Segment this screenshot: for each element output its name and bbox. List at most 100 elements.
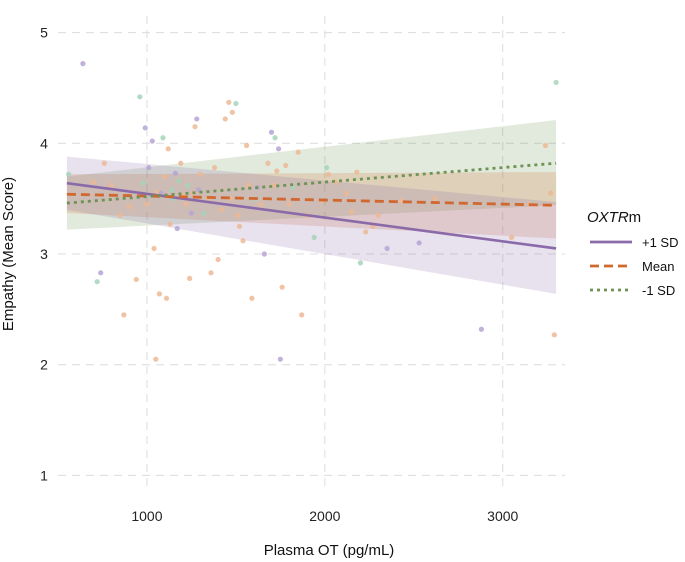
data-point-76 bbox=[299, 312, 305, 318]
data-point-40 bbox=[194, 116, 200, 122]
data-point-48 bbox=[219, 207, 225, 213]
data-point-62 bbox=[258, 201, 264, 207]
data-point-84 bbox=[348, 209, 355, 215]
data-point-97 bbox=[548, 190, 554, 196]
data-point-93 bbox=[432, 196, 438, 202]
data-point-49 bbox=[222, 116, 228, 122]
y-tick-label-1: 2 bbox=[40, 357, 48, 373]
data-point-89 bbox=[375, 212, 381, 218]
data-point-29 bbox=[172, 170, 179, 176]
data-point-8 bbox=[121, 312, 127, 318]
data-point-92 bbox=[416, 240, 422, 246]
y-tick-label-2: 3 bbox=[40, 246, 48, 262]
data-point-23 bbox=[162, 173, 168, 180]
legend-items: +1 SD Mean -1 SD bbox=[590, 235, 679, 298]
y-axis-title: Empathy (Mean Score) bbox=[0, 177, 17, 331]
y-tick-label-3: 4 bbox=[40, 135, 48, 151]
data-point-65 bbox=[268, 129, 275, 135]
data-point-45 bbox=[208, 270, 214, 276]
legend: OXTRm +1 SD Mean -1 SD bbox=[587, 209, 679, 298]
data-point-90 bbox=[384, 245, 390, 252]
data-point-53 bbox=[233, 100, 239, 107]
data-point-56 bbox=[240, 238, 246, 244]
legend-label-mean: Mean bbox=[642, 259, 675, 274]
data-point-5 bbox=[101, 160, 107, 166]
y-tick-label-4: 5 bbox=[40, 25, 48, 41]
data-point-80 bbox=[324, 165, 330, 171]
data-point-94 bbox=[478, 326, 484, 332]
legend-title: OXTRm bbox=[587, 209, 641, 226]
data-point-78 bbox=[311, 234, 317, 240]
data-point-70 bbox=[277, 356, 283, 362]
data-point-75 bbox=[295, 149, 301, 155]
data-point-25 bbox=[165, 146, 171, 152]
grid-lines bbox=[58, 16, 565, 492]
data-point-18 bbox=[153, 356, 159, 362]
data-point-50 bbox=[226, 99, 232, 105]
data-point-68 bbox=[274, 168, 280, 174]
data-point-95 bbox=[509, 234, 515, 240]
x-axis-title: Plasma OT (pg/mL) bbox=[264, 542, 395, 559]
data-point-11 bbox=[137, 94, 143, 100]
data-point-10 bbox=[133, 276, 139, 283]
data-point-26 bbox=[167, 221, 173, 227]
x-axis-ticks: 1000 2000 3000 bbox=[131, 508, 518, 524]
data-point-7 bbox=[117, 212, 123, 218]
data-point-17 bbox=[151, 245, 157, 252]
data-point-98 bbox=[551, 332, 557, 338]
data-point-32 bbox=[178, 160, 184, 166]
data-point-63 bbox=[261, 251, 267, 257]
data-point-24 bbox=[163, 295, 170, 301]
data-point-3 bbox=[94, 279, 100, 285]
data-point-6 bbox=[108, 182, 114, 188]
data-point-87 bbox=[363, 229, 369, 235]
data-point-43 bbox=[201, 210, 207, 216]
data-point-64 bbox=[265, 160, 271, 166]
data-point-71 bbox=[279, 284, 285, 290]
data-point-13 bbox=[142, 125, 148, 131]
data-point-20 bbox=[156, 291, 162, 297]
data-point-14 bbox=[144, 201, 150, 207]
data-point-47 bbox=[215, 256, 221, 263]
data-point-85 bbox=[354, 169, 360, 175]
data-point-22 bbox=[160, 135, 166, 141]
data-point-34 bbox=[183, 201, 189, 207]
legend-title-italic: OXTR bbox=[587, 209, 629, 226]
data-point-86 bbox=[357, 260, 364, 266]
data-point-91 bbox=[398, 198, 404, 204]
data-point-100 bbox=[542, 142, 549, 149]
data-point-74 bbox=[290, 184, 296, 191]
legend-title-suffix: m bbox=[629, 209, 642, 226]
data-point-42 bbox=[197, 171, 203, 177]
y-tick-label-0: 1 bbox=[40, 467, 48, 483]
data-point-58 bbox=[245, 182, 251, 188]
data-point-54 bbox=[235, 212, 241, 218]
data-point-15 bbox=[146, 165, 152, 171]
data-point-69 bbox=[275, 146, 282, 152]
data-point-59 bbox=[249, 295, 255, 301]
regression-lines bbox=[66, 161, 557, 250]
y-axis-ticks: 1 2 3 4 5 bbox=[40, 25, 48, 484]
regression-line--1-sd bbox=[66, 161, 557, 205]
x-tick-label-0: 1000 bbox=[131, 508, 162, 524]
data-point-37 bbox=[188, 210, 195, 216]
data-point-81 bbox=[325, 171, 331, 177]
data-point-55 bbox=[236, 223, 243, 229]
data-point-2 bbox=[90, 179, 97, 185]
data-point-35 bbox=[185, 182, 191, 188]
data-point-9 bbox=[126, 203, 132, 209]
data-point-36 bbox=[187, 275, 193, 281]
data-point-4 bbox=[98, 270, 104, 276]
data-point-52 bbox=[229, 109, 235, 115]
confidence-bands bbox=[66, 120, 557, 294]
regression-line--1-sd bbox=[66, 181, 557, 250]
regression-line-mean bbox=[66, 192, 557, 207]
data-point-99 bbox=[553, 79, 559, 86]
data-point-72 bbox=[283, 162, 289, 169]
data-point-0 bbox=[80, 61, 86, 67]
data-point-27 bbox=[169, 187, 175, 193]
x-tick-label-2: 3000 bbox=[487, 508, 518, 524]
legend-label--1-sd: +1 SD bbox=[642, 235, 679, 250]
data-point-73 bbox=[286, 201, 292, 207]
